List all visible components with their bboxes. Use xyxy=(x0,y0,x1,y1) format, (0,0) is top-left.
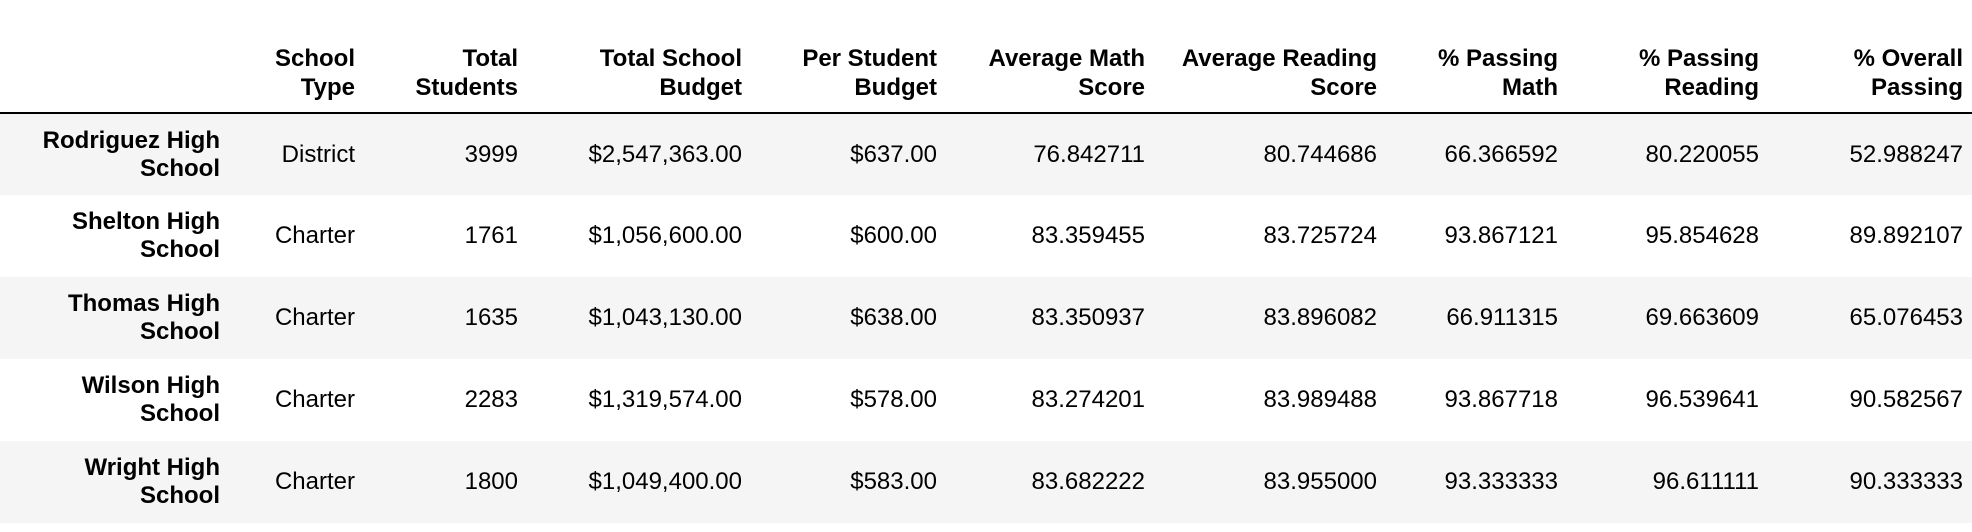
table-row: Rodriguez High School District 3999 $2,5… xyxy=(0,113,1972,195)
average-reading-score-cell: 83.896082 xyxy=(1263,304,1377,331)
column-header-total-students: Total Students xyxy=(364,44,527,114)
per-student-budget-cell: $638.00 xyxy=(850,304,937,331)
total-students-cell: 1800 xyxy=(464,468,518,495)
school-type-cell: Charter xyxy=(274,386,355,413)
table-row: Wright High School Charter 1800 $1,049,4… xyxy=(0,441,1972,523)
school-type-cell: Charter xyxy=(274,468,355,495)
index-header-cell xyxy=(0,44,228,114)
average-math-score-cell: 76.842711 xyxy=(1033,140,1145,168)
column-header-total-school-budget: Total School Budget xyxy=(527,44,751,114)
school-type-cell: District xyxy=(281,140,355,168)
average-reading-score-cell: 83.955000 xyxy=(1263,468,1377,495)
per-student-budget-cell: $600.00 xyxy=(850,222,937,249)
per-student-budget-cell: $578.00 xyxy=(850,386,937,413)
pct-passing-math-cell: 93.867718 xyxy=(1444,386,1558,413)
pct-overall-passing-cell: 90.582567 xyxy=(1849,386,1963,413)
school-name-cell: Wilson High School xyxy=(81,372,220,427)
table-row: Wilson High School Charter 2283 $1,319,5… xyxy=(0,359,1972,441)
school-type-cell: Charter xyxy=(274,304,355,331)
total-school-budget-cell: $1,319,574.00 xyxy=(588,386,742,413)
per-student-budget-cell: $583.00 xyxy=(850,468,937,495)
column-header-school-type: School Type xyxy=(228,44,364,114)
school-name-cell: Thomas High School xyxy=(67,290,220,345)
total-students-cell: 1635 xyxy=(464,304,518,331)
pct-overall-passing-cell: 90.333333 xyxy=(1849,468,1963,495)
pct-passing-reading-cell: 80.220055 xyxy=(1645,140,1759,168)
school-type-cell: Charter xyxy=(274,222,355,249)
column-header-pct-passing-math: % Passing Math xyxy=(1386,44,1567,114)
school-summary-table-container: School Type Total Students Total School … xyxy=(0,44,1972,523)
pct-passing-math-cell: 93.867121 xyxy=(1444,222,1558,249)
total-students-cell: 2283 xyxy=(464,386,518,413)
pct-overall-passing-cell: 65.076453 xyxy=(1849,304,1963,331)
pct-passing-math-cell: 93.333333 xyxy=(1444,468,1558,495)
table-row: Shelton High School Charter 1761 $1,056,… xyxy=(0,195,1972,277)
total-students-cell: 3999 xyxy=(464,140,518,168)
average-reading-score-cell: 83.725724 xyxy=(1263,222,1377,249)
average-reading-score-cell: 83.989488 xyxy=(1263,386,1377,413)
average-math-score-cell: 83.359455 xyxy=(1031,222,1145,249)
column-header-pct-passing-reading: % Passing Reading xyxy=(1567,44,1768,114)
total-school-budget-cell: $1,049,400.00 xyxy=(588,468,742,495)
per-student-budget-cell: $637.00 xyxy=(850,140,937,168)
school-name-cell: Shelton High School xyxy=(72,208,220,263)
school-summary-table: School Type Total Students Total School … xyxy=(0,44,1972,523)
pct-overall-passing-cell: 89.892107 xyxy=(1849,222,1963,249)
average-math-score-cell: 83.274201 xyxy=(1031,386,1145,413)
column-header-average-math-score: Average Math Score xyxy=(946,44,1154,114)
school-name-cell: Rodriguez High School xyxy=(42,126,220,182)
column-header-pct-overall-passing: % Overall Passing xyxy=(1768,44,1972,114)
total-school-budget-cell: $1,043,130.00 xyxy=(588,304,742,331)
pct-passing-math-cell: 66.366592 xyxy=(1444,140,1558,168)
pct-passing-reading-cell: 95.854628 xyxy=(1645,222,1759,249)
average-reading-score-cell: 80.744686 xyxy=(1263,140,1377,168)
table-header-row: School Type Total Students Total School … xyxy=(0,44,1972,114)
pct-passing-reading-cell: 96.611111 xyxy=(1652,468,1759,495)
average-math-score-cell: 83.682222 xyxy=(1031,468,1145,495)
average-math-score-cell: 83.350937 xyxy=(1031,304,1145,331)
table-row: Thomas High School Charter 1635 $1,043,1… xyxy=(0,277,1972,359)
total-school-budget-cell: $2,547,363.00 xyxy=(588,140,742,168)
pct-passing-reading-cell: 96.539641 xyxy=(1645,386,1759,413)
pct-passing-math-cell: 66.911315 xyxy=(1446,304,1558,331)
pct-overall-passing-cell: 52.988247 xyxy=(1849,140,1963,168)
column-header-per-student-budget: Per Student Budget xyxy=(751,44,946,114)
total-school-budget-cell: $1,056,600.00 xyxy=(588,222,742,249)
pct-passing-reading-cell: 69.663609 xyxy=(1645,304,1759,331)
school-name-cell: Wright High School xyxy=(84,454,220,509)
total-students-cell: 1761 xyxy=(464,222,518,249)
column-header-average-reading-score: Average Reading Score xyxy=(1154,44,1386,114)
